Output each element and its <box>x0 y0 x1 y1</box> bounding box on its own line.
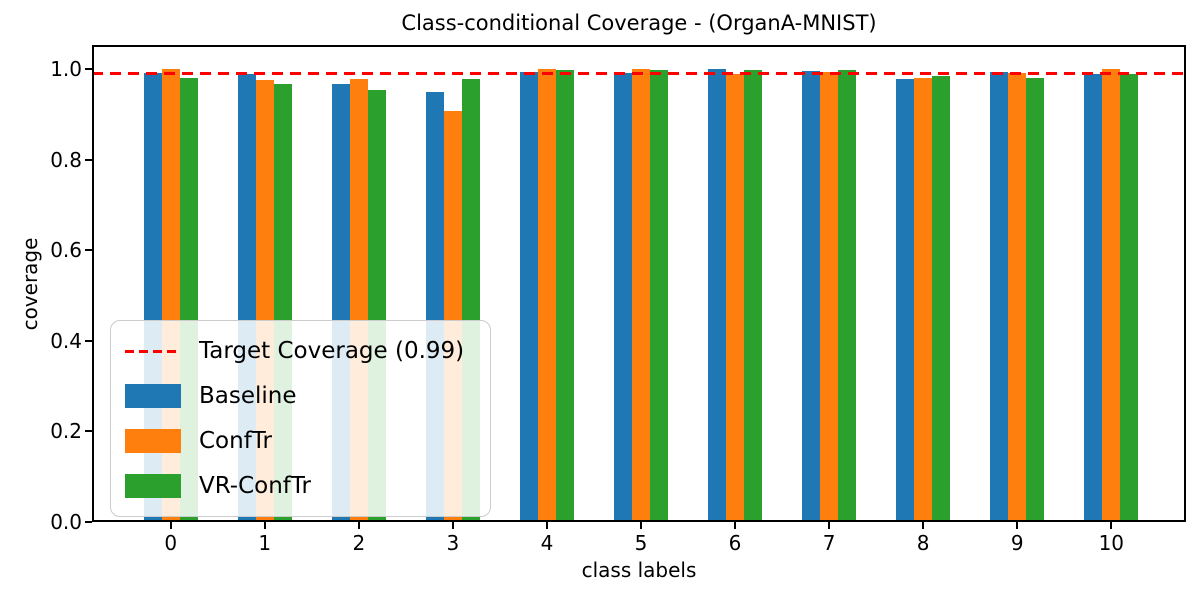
plot-area: Target Coverage (0.99) Baseline ConfTr V… <box>92 45 1186 522</box>
x-tick-label: 6 <box>728 531 742 555</box>
y-tick-mark <box>85 249 92 252</box>
y-tick-mark <box>85 430 92 433</box>
dashed-line-swatch-icon <box>125 349 181 353</box>
bar-baseline-class-10 <box>1084 74 1103 522</box>
bar-vr-conftr-class-4 <box>555 69 574 522</box>
bar-vr-conftr-class-7 <box>838 69 856 522</box>
bar-vr-conftr-class-8 <box>932 76 951 522</box>
bar-conftr-class-9 <box>1008 72 1027 522</box>
bar-vr-conftr-class-5 <box>649 69 668 522</box>
x-tick-label: 9 <box>1010 531 1024 555</box>
bar-conftr-class-6 <box>726 74 744 522</box>
legend: Target Coverage (0.99) Baseline ConfTr V… <box>110 320 492 517</box>
bar-conftr-class-8 <box>914 77 933 522</box>
x-tick-label: 1 <box>258 531 272 555</box>
legend-label: Target Coverage (0.99) <box>199 338 465 364</box>
vr-conftr-color-swatch-icon <box>125 474 181 498</box>
x-tick-mark <box>1110 522 1113 529</box>
legend-item-baseline: Baseline <box>125 378 464 414</box>
bar-baseline-class-7 <box>802 71 821 522</box>
x-tick-mark <box>545 522 548 529</box>
legend-item-vr-conftr: VR-ConfTr <box>125 468 464 504</box>
bar-conftr-class-4 <box>537 69 556 522</box>
x-tick-label: 0 <box>164 531 178 555</box>
x-tick-label: 3 <box>446 531 460 555</box>
y-tick-mark <box>85 158 92 161</box>
conftr-color-swatch-icon <box>125 429 181 453</box>
bar-baseline-class-6 <box>708 69 727 522</box>
x-tick-label: 10 <box>1098 531 1125 555</box>
bar-baseline-class-8 <box>896 79 915 522</box>
y-tick-label: 0.0 <box>50 510 82 534</box>
bar-vr-conftr-class-10 <box>1120 73 1139 522</box>
x-tick-mark <box>357 522 360 529</box>
y-tick-label: 0.6 <box>50 238 82 263</box>
legend-label: Baseline <box>199 383 297 409</box>
x-tick-mark <box>734 522 737 529</box>
x-axis-label: class labels <box>581 558 697 582</box>
x-tick-label: 7 <box>822 531 836 555</box>
x-tick-mark <box>640 522 642 529</box>
y-tick-label: 0.4 <box>50 328 82 353</box>
bar-baseline-class-9 <box>990 71 1009 522</box>
y-tick-mark <box>85 521 92 523</box>
y-tick-label: 0.2 <box>50 419 82 444</box>
y-tick-mark <box>85 339 92 342</box>
x-tick-label: 4 <box>540 531 554 555</box>
y-tick-label: 0.8 <box>50 147 82 172</box>
bar-conftr-class-5 <box>632 69 650 522</box>
x-tick-label: 5 <box>634 531 648 555</box>
x-tick-label: 2 <box>352 531 366 555</box>
y-tick-label: 1.0 <box>50 57 82 81</box>
x-tick-mark <box>1016 522 1019 529</box>
target-coverage-line <box>92 72 1186 76</box>
bar-vr-conftr-class-6 <box>744 70 762 522</box>
x-tick-mark <box>169 522 172 529</box>
y-tick-mark <box>85 68 92 70</box>
legend-item-conftr: ConfTr <box>125 423 464 459</box>
x-tick-mark <box>828 522 831 529</box>
baseline-color-swatch-icon <box>125 384 181 408</box>
chart-title: Class-conditional Coverage - (OrganA-MNI… <box>401 11 877 35</box>
legend-item-target-coverage: Target Coverage (0.99) <box>125 333 464 369</box>
bar-conftr-class-10 <box>1102 69 1121 522</box>
x-tick-mark <box>263 522 266 529</box>
legend-label: ConfTr <box>199 428 272 454</box>
x-tick-mark <box>451 522 454 529</box>
x-tick-mark <box>922 522 925 529</box>
legend-label: VR-ConfTr <box>199 473 312 499</box>
bar-baseline-class-5 <box>614 72 633 522</box>
bar-vr-conftr-class-9 <box>1026 78 1045 522</box>
bar-conftr-class-7 <box>820 71 839 522</box>
bar-baseline-class-4 <box>520 71 538 522</box>
x-tick-label: 8 <box>916 531 930 555</box>
